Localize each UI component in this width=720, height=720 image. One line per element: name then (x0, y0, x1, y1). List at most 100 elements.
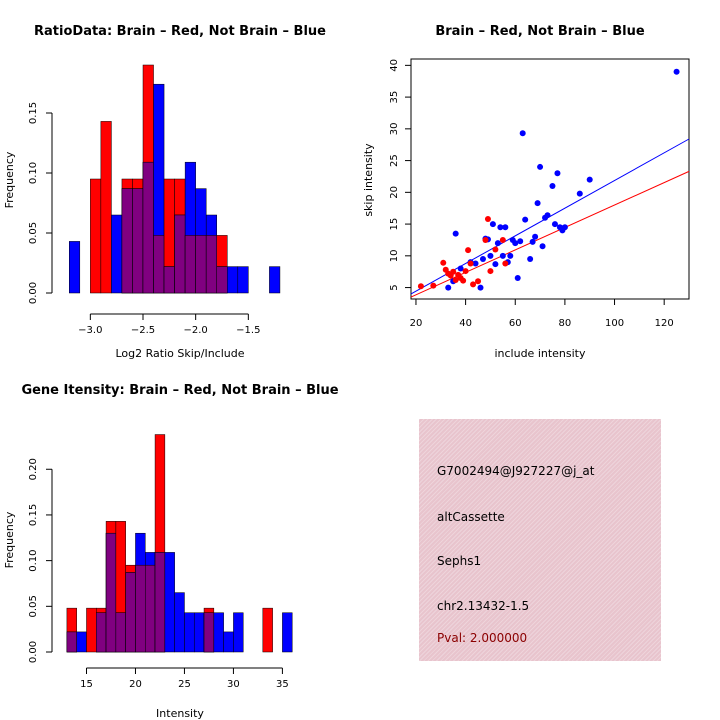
scatter-y-tick-label: 5 (389, 284, 400, 290)
scatter-point-red (440, 259, 447, 266)
ratio-overlap-bar (184, 235, 196, 294)
scatter-point-blue (497, 224, 504, 231)
scatter-panel: Brain – Red, Not Brain – Blue 20 40 60 80 10… (362, 24, 690, 360)
intensity-overlap-bar (105, 532, 117, 653)
scatter-point-blue (551, 221, 558, 228)
scatter-point-blue (445, 284, 452, 291)
ratio-x-tick-label: −2.5 (131, 325, 155, 336)
ratio-x-label: Log2 Ratio Skip/Include (115, 347, 244, 360)
intensity-x-tick-label: 25 (178, 679, 191, 690)
ratio-x-tick-label: −3.0 (78, 325, 102, 336)
scatter-point-red (452, 276, 459, 283)
scatter-point-red (462, 268, 469, 275)
ratio-y-tick-label: 0.05 (28, 222, 39, 244)
scatter-point-red (502, 260, 509, 267)
intensity-overlap-bar (125, 572, 136, 653)
intensity-brain-bar (262, 607, 273, 653)
ratio-x-tick-label: −1.5 (236, 325, 260, 336)
ratio-overlap-bar (174, 214, 186, 294)
scatter-point-red (482, 236, 489, 243)
probe-info-box: G7002494@J927227@j_at altCassette Sephs1… (419, 419, 661, 661)
intensity-x-label: Intensity (156, 707, 204, 720)
intensity-y-tick-label: 0.10 (28, 549, 39, 571)
intensity-notbrain-bar (76, 631, 87, 653)
scatter-point-blue (673, 68, 680, 75)
scatter-x-tick-label: 80 (559, 318, 572, 329)
intensity-notbrain-bar (193, 612, 205, 653)
ratio-overlap-bar (216, 266, 228, 294)
scatter-point-blue (534, 200, 541, 207)
scatter-x-tick-label: 40 (459, 318, 472, 329)
probe-id-text: G7002494@J927227@j_at (437, 464, 595, 478)
scatter-y-tick-label: 10 (389, 249, 400, 262)
scatter-point-blue (492, 261, 499, 268)
intensity-notbrain-bar (233, 612, 244, 653)
location-text: chr2.13432-1.5 (437, 599, 530, 613)
ratio-notbrain-bar (69, 241, 81, 294)
scatter-y-tick-label: 30 (389, 122, 400, 135)
gene-name-text: Sephs1 (437, 554, 482, 568)
intensity-y-tick-label: 0.20 (28, 458, 39, 480)
scatter-y-tick-label: 20 (389, 186, 400, 199)
scatter-y-tick-label: 40 (389, 59, 400, 72)
ratio-overlap-bar (142, 161, 154, 294)
scatter-point-red (470, 281, 477, 288)
ratio-notbrain-bar (269, 266, 281, 294)
intensity-overlap-bar (203, 612, 215, 653)
intensity-notbrain-bar (164, 552, 175, 653)
scatter-point-blue (554, 170, 561, 177)
ratio-x-tick-label: −2.0 (184, 325, 208, 336)
scatter-point-red (465, 247, 472, 254)
ratio-notbrain-bar (237, 266, 249, 294)
ratio-y-label: Frequency (3, 151, 16, 208)
ratio-histogram-panel: RatioData: Brain – Red, Not Brain – Blue… (3, 24, 326, 360)
scatter-chart-title: Brain – Red, Not Brain – Blue (435, 24, 644, 39)
scatter-y-tick-label: 25 (389, 154, 400, 167)
scatter-plot-frame (410, 58, 690, 300)
scatter-x-tick-label: 120 (655, 318, 674, 329)
intensity-notbrain-bar (213, 612, 224, 653)
intensity-x-tick-label: 30 (227, 679, 240, 690)
ratio-notbrain-bar (111, 214, 123, 294)
scatter-point-blue (457, 265, 464, 272)
scatter-point-red (499, 236, 506, 243)
intensity-y-axis: 0.00 0.05 0.10 0.15 0.20 (28, 458, 53, 663)
scatter-point-blue (494, 240, 501, 247)
intensity-notbrain-bar (223, 631, 234, 653)
scatter-point-red (460, 277, 467, 284)
scatter-point-blue (586, 176, 593, 183)
ratio-overlap-bar (153, 235, 165, 294)
intensity-overlap-bar (66, 631, 77, 653)
ratio-overlap-bar (205, 235, 217, 294)
scatter-x-tick-label: 100 (605, 318, 624, 329)
scatter-point-blue (489, 221, 496, 228)
scatter-point-blue (479, 256, 486, 262)
intensity-notbrain-bar (184, 612, 195, 653)
scatter-x-axis: 20 40 60 80 100 120 (410, 299, 674, 329)
ratio-bars (69, 64, 281, 294)
intensity-y-label: Frequency (3, 511, 16, 568)
ratio-y-axis: 0.00 0.05 0.10 0.15 (28, 102, 53, 304)
ratio-brain-bar (90, 178, 102, 294)
scatter-x-label: include intensity (494, 347, 586, 360)
scatter-point-blue (561, 224, 568, 231)
scatter-point-red (487, 268, 494, 275)
intensity-overlap-bar (115, 612, 126, 653)
ratio-y-tick-label: 0.10 (28, 162, 39, 184)
intensity-chart-title: Gene Itensity: Brain – Red, Not Brain – … (21, 383, 338, 398)
scatter-point-blue (576, 190, 583, 197)
ratio-y-tick-label: 0.15 (28, 102, 39, 124)
scatter-y-label: skip intensity (362, 143, 375, 217)
intensity-x-axis: 15 20 25 30 35 (80, 667, 289, 690)
scatter-point-blue (472, 260, 479, 267)
scatter-x-tick-label: 60 (509, 318, 522, 329)
scatter-point-red (492, 246, 499, 253)
scatter-point-blue (519, 130, 526, 137)
ratio-brain-bar (100, 121, 112, 294)
ratio-overlap-bar (195, 235, 207, 294)
scatter-point-blue (452, 230, 459, 237)
scatter-y-tick-label: 15 (389, 218, 400, 231)
ratio-y-tick-label: 0.00 (28, 282, 39, 304)
intensity-overlap-bar (154, 552, 166, 653)
ratio-chart-title: RatioData: Brain – Red, Not Brain – Blue (34, 24, 326, 39)
